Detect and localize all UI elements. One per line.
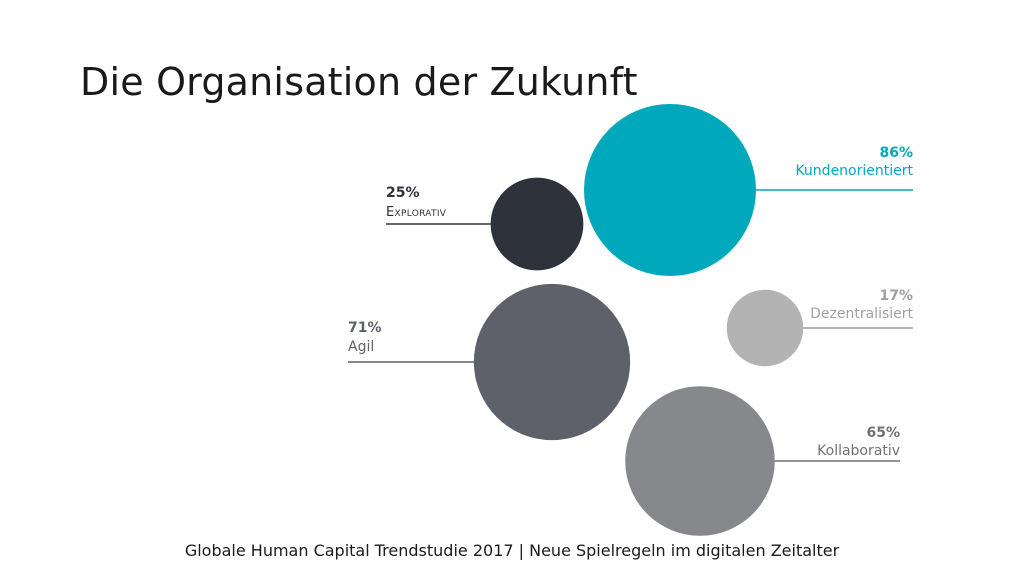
bubble-kunden	[584, 104, 756, 276]
slide-title: Die Organisation der Zukunft	[80, 60, 638, 104]
category-label-kunden: Kundenorientiert	[795, 163, 913, 179]
value-label-agil: 71%	[348, 320, 382, 336]
value-label-dezent: 17%	[879, 288, 913, 304]
value-label-kollab: 65%	[866, 425, 900, 441]
bubble-agil	[473, 283, 631, 441]
value-label-explor: 25%	[386, 185, 420, 201]
value-label-kunden: 86%	[879, 145, 913, 161]
bubble-dezent	[726, 289, 804, 367]
category-label-agil: Agil	[348, 339, 374, 355]
slide-footer: Globale Human Capital Trendstudie 2017 |…	[184, 541, 840, 560]
bubble-explor	[490, 177, 584, 271]
bubble-kollab	[625, 386, 775, 536]
category-label-explor: Explorativ	[386, 205, 447, 220]
category-label-kollab: Kollaborativ	[817, 443, 900, 459]
category-label-dezent: Dezentralisiert	[810, 306, 913, 322]
